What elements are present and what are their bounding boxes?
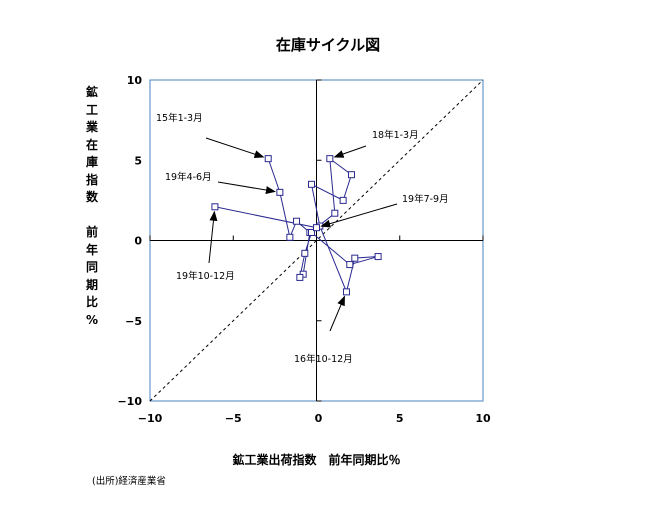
y-axis-label: 鉱工業在庫指数 前年同期比% bbox=[80, 84, 104, 329]
y-axis-label-char: 前 bbox=[85, 225, 98, 239]
y-axis-label-char: 在 bbox=[85, 137, 98, 152]
x-tick-label: 10 bbox=[475, 412, 491, 425]
series-line bbox=[214, 157, 379, 294]
x-tick-label: −10 bbox=[138, 412, 163, 425]
data-point bbox=[331, 209, 339, 217]
x-axis-label: 鉱工業出荷指数 前年同期比％ bbox=[232, 453, 401, 467]
x-tick-label: 0 bbox=[315, 412, 323, 425]
y-axis-label-char: 比 bbox=[85, 295, 98, 309]
data-point bbox=[313, 224, 320, 232]
x-tick-label: 5 bbox=[396, 412, 404, 425]
annotation-label: 18年1-3月 bbox=[372, 129, 419, 141]
annotation-label: 15年1-3月 bbox=[156, 112, 203, 124]
data-point bbox=[211, 203, 219, 211]
y-tick-label: 10 bbox=[127, 74, 143, 87]
y-axis-label-char: 庫 bbox=[85, 155, 98, 169]
data-point bbox=[308, 180, 316, 188]
annotation-arrow bbox=[208, 210, 218, 264]
data-point bbox=[276, 188, 284, 196]
annotation-label: 16年10-12月 bbox=[294, 353, 353, 365]
data-point bbox=[264, 155, 272, 163]
data-point bbox=[346, 261, 354, 269]
y-axis-label-char: 年 bbox=[85, 242, 98, 257]
data-point bbox=[347, 171, 355, 179]
annotation-arrow bbox=[333, 145, 367, 158]
data-point bbox=[374, 253, 382, 261]
annotation-arrow bbox=[329, 295, 345, 332]
y-axis-label-char: 工 bbox=[85, 102, 98, 117]
annotation-label: 19年7-9月 bbox=[402, 193, 449, 205]
y-axis-label-char: 期 bbox=[85, 277, 98, 292]
data-point bbox=[301, 249, 309, 257]
source-note: (出所)経済産業省 bbox=[92, 476, 166, 487]
y-tick-label: 5 bbox=[134, 154, 142, 167]
data-point bbox=[293, 217, 301, 225]
y-tick-label: −5 bbox=[125, 315, 142, 328]
annotation-label: 19年10-12月 bbox=[176, 270, 235, 282]
y-axis-label-char: 指 bbox=[85, 172, 98, 187]
y-tick-label: −10 bbox=[117, 395, 142, 408]
annotation-arrow bbox=[320, 203, 398, 228]
data-point bbox=[296, 273, 304, 281]
annotation-label: 19年4-6月 bbox=[165, 171, 212, 183]
chart-title: 在庫サイクル図 bbox=[275, 36, 381, 54]
y-axis-label-char bbox=[80, 207, 104, 225]
data-point bbox=[286, 233, 294, 241]
data-point bbox=[326, 155, 334, 163]
data-point bbox=[351, 254, 359, 262]
y-axis-label-char: 鉱 bbox=[85, 85, 98, 99]
annotation-arrow bbox=[205, 137, 265, 159]
y-axis-label-char: 同 bbox=[85, 260, 98, 274]
data-point bbox=[342, 288, 350, 296]
y-axis-label-char: 数 bbox=[85, 190, 98, 204]
y-axis-label-char: 業 bbox=[85, 120, 98, 134]
reference-line bbox=[149, 79, 484, 402]
x-tick-label: −5 bbox=[225, 412, 242, 425]
data-point bbox=[308, 228, 316, 236]
y-tick-label: 0 bbox=[134, 235, 142, 248]
y-axis-label-char: % bbox=[85, 312, 99, 327]
data-point bbox=[339, 196, 347, 204]
annotation-arrow bbox=[217, 181, 276, 194]
